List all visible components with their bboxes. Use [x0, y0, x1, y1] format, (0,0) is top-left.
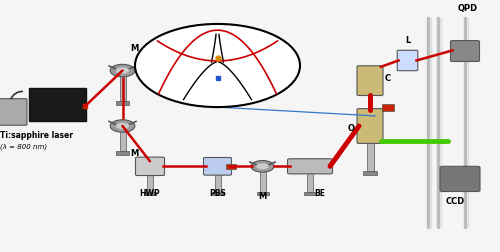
FancyBboxPatch shape — [357, 66, 383, 96]
Text: C: C — [385, 74, 391, 83]
Circle shape — [110, 64, 135, 77]
Text: M: M — [130, 44, 138, 53]
Text: BE: BE — [314, 189, 326, 198]
Text: L: L — [405, 36, 410, 45]
FancyBboxPatch shape — [307, 166, 313, 192]
FancyBboxPatch shape — [357, 109, 383, 143]
FancyBboxPatch shape — [147, 166, 153, 192]
Text: HWP: HWP — [140, 189, 160, 198]
FancyBboxPatch shape — [450, 41, 480, 61]
FancyBboxPatch shape — [204, 158, 232, 175]
FancyBboxPatch shape — [116, 151, 128, 155]
Circle shape — [116, 123, 129, 130]
FancyBboxPatch shape — [136, 157, 164, 175]
Text: PBS: PBS — [209, 189, 226, 198]
Circle shape — [135, 24, 300, 107]
Text: M: M — [258, 192, 266, 201]
FancyBboxPatch shape — [440, 166, 480, 192]
Text: M: M — [130, 149, 138, 158]
Circle shape — [110, 120, 135, 132]
FancyBboxPatch shape — [29, 88, 86, 121]
Text: O: O — [348, 124, 355, 133]
FancyBboxPatch shape — [212, 192, 224, 195]
FancyBboxPatch shape — [366, 126, 374, 171]
FancyBboxPatch shape — [256, 192, 268, 195]
FancyBboxPatch shape — [120, 71, 126, 101]
FancyBboxPatch shape — [382, 104, 394, 111]
Circle shape — [116, 67, 129, 74]
FancyBboxPatch shape — [116, 101, 128, 105]
FancyBboxPatch shape — [304, 192, 316, 195]
Circle shape — [256, 163, 269, 170]
FancyBboxPatch shape — [363, 171, 377, 175]
FancyBboxPatch shape — [144, 192, 156, 195]
FancyBboxPatch shape — [397, 50, 418, 71]
Text: QPD: QPD — [458, 4, 477, 13]
FancyBboxPatch shape — [0, 99, 27, 125]
Text: Ti:sapphire laser: Ti:sapphire laser — [0, 131, 73, 140]
Text: (λ = 800 nm): (λ = 800 nm) — [0, 144, 47, 150]
FancyBboxPatch shape — [288, 159, 333, 174]
Circle shape — [251, 161, 274, 172]
FancyBboxPatch shape — [214, 166, 220, 192]
FancyBboxPatch shape — [226, 164, 236, 169]
Text: CCD: CCD — [446, 197, 464, 206]
FancyBboxPatch shape — [120, 126, 126, 151]
FancyBboxPatch shape — [260, 166, 266, 192]
